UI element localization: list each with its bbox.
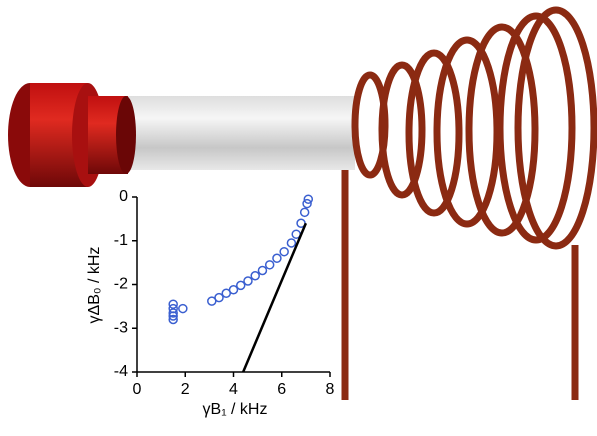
x-tick-label: 4 — [229, 381, 238, 398]
illustration — [8, 6, 597, 400]
inset-chart: 0 -1 -2 -3 -4 0 2 4 6 8 — [114, 188, 335, 398]
point — [257, 265, 268, 276]
point — [168, 314, 178, 325]
y-axis-label: γΔB₀ / kHz — [86, 247, 103, 324]
point — [168, 308, 178, 318]
y-tick-label: -2 — [114, 276, 128, 293]
point — [243, 276, 253, 286]
point — [264, 260, 275, 270]
point — [286, 238, 297, 248]
cap-rim — [116, 96, 136, 174]
y-tick-label: -3 — [114, 319, 128, 336]
y-tick-label: -4 — [114, 363, 128, 380]
point — [168, 311, 178, 321]
x-tick-label: 8 — [326, 381, 335, 398]
point — [214, 292, 224, 303]
point — [279, 246, 289, 257]
point — [221, 288, 232, 298]
point — [299, 207, 310, 218]
point — [207, 296, 217, 306]
x-tick-label: 2 — [181, 381, 190, 398]
x-tick-label: 0 — [133, 381, 142, 398]
point — [235, 280, 246, 291]
tube — [125, 96, 355, 170]
y-tick-label: 0 — [119, 188, 128, 205]
point — [303, 194, 314, 204]
x-axis-label: γB₁ / kHz — [203, 401, 268, 418]
point — [178, 303, 188, 314]
line — [241, 222, 308, 373]
x-tick-label: 6 — [277, 381, 286, 398]
point — [272, 253, 282, 263]
point — [250, 271, 260, 281]
point — [302, 198, 312, 209]
y-tick-label: -1 — [114, 232, 128, 249]
coil — [341, 6, 597, 400]
point — [228, 285, 239, 295]
